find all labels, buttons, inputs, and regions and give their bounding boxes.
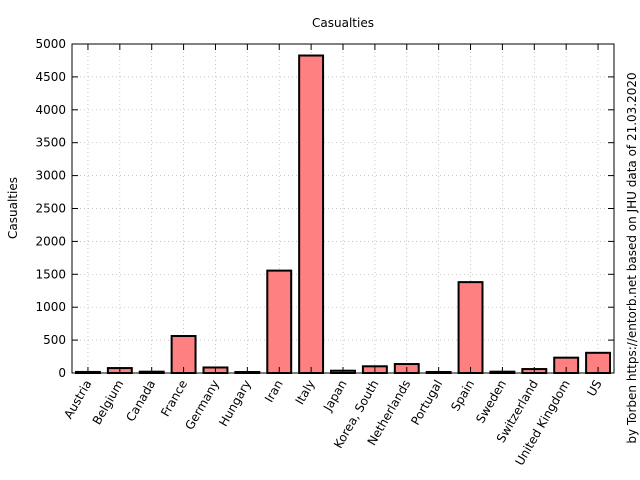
plot-frame <box>71 43 615 374</box>
bar <box>298 54 325 374</box>
credit-note: by Torben https://entorb.net based on JH… <box>625 72 639 443</box>
y-tick-label: 4000 <box>35 103 66 117</box>
y-tick-label: 3000 <box>35 169 66 183</box>
x-tick-label: Italy <box>293 378 318 408</box>
chart-title: Casualties <box>312 16 374 30</box>
bar <box>266 269 293 374</box>
x-tick-label: Sweden <box>473 378 509 426</box>
grid <box>72 44 614 373</box>
bar <box>457 281 484 374</box>
y-tick-label: 4500 <box>35 70 66 84</box>
bars <box>74 54 612 375</box>
x-tick-label: Iran <box>262 378 286 405</box>
x-tick-label: Hungary <box>216 378 254 429</box>
x-tick-label: Austria <box>61 378 94 422</box>
y-tick-label: 5000 <box>35 37 66 51</box>
y-tick-label: 500 <box>43 333 66 347</box>
y-tick-label: 3500 <box>35 136 66 150</box>
y-axis-label: Casualties <box>6 177 20 239</box>
y-tick-label: 1000 <box>35 300 66 314</box>
x-tick-label: France <box>158 378 190 420</box>
x-tick-label: Japan <box>320 378 349 415</box>
y-tick-label: 2000 <box>35 234 66 248</box>
x-tick-label: Canada <box>123 378 158 425</box>
y-tick-label: 1500 <box>35 267 66 281</box>
x-tick-label: US <box>584 378 604 399</box>
x-tick-label: Portugal <box>408 378 445 428</box>
y-tick-label: 2500 <box>35 202 66 216</box>
x-tick-label: Belgium <box>90 378 127 428</box>
y-tick-label: 0 <box>58 366 66 380</box>
x-tick-label: Spain <box>448 378 477 414</box>
y-axis: 0 500 1000 1500 2000 2500 3000 3500 4000 4500 5000 <box>35 37 614 380</box>
